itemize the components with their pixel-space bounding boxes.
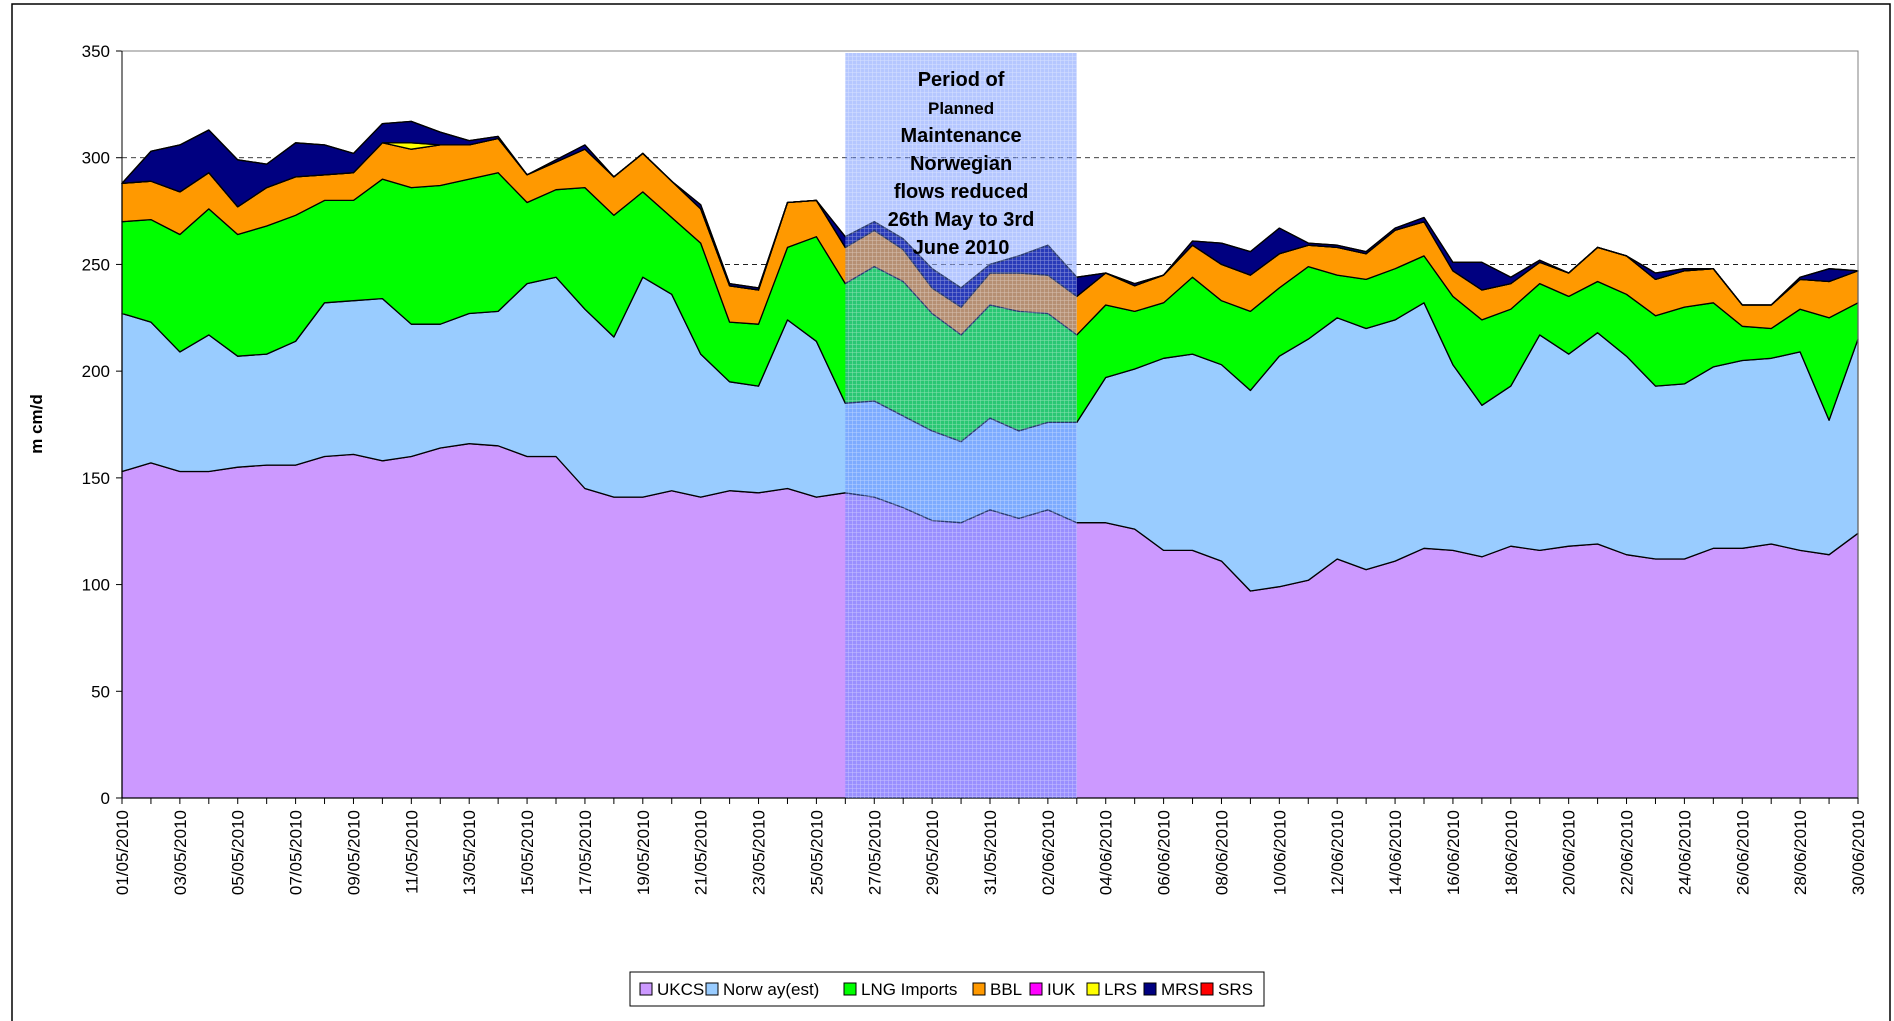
x-tick-label: 11/05/2010 xyxy=(402,810,421,894)
legend-label: Norw ay(est) xyxy=(723,980,819,999)
legend-label: UKCS xyxy=(657,980,704,999)
x-tick-label: 31/05/2010 xyxy=(981,810,1000,895)
x-tick-label: 02/06/2010 xyxy=(1039,810,1058,895)
x-tick-label: 13/05/2010 xyxy=(460,810,479,895)
x-tick-label: 08/06/2010 xyxy=(1212,810,1231,895)
y-tick-label: 100 xyxy=(82,576,110,595)
annotation-line: June 2010 xyxy=(913,237,1010,259)
x-tick-label: 28/06/2010 xyxy=(1791,810,1810,895)
legend-swatch xyxy=(705,982,719,996)
y-tick-label: 300 xyxy=(82,149,110,168)
annotation-line: Norwegian xyxy=(910,153,1012,175)
x-tick-label: 25/05/2010 xyxy=(807,810,826,895)
annotation-line: Planned xyxy=(928,99,994,118)
legend-swatch xyxy=(972,982,986,996)
legend-swatch xyxy=(843,982,857,996)
legend-label: BBL xyxy=(990,980,1022,999)
y-tick-label: 350 xyxy=(82,42,110,61)
legend-swatch xyxy=(1143,982,1157,996)
legend-label: IUK xyxy=(1047,980,1076,999)
x-tick-label: 06/06/2010 xyxy=(1155,810,1174,895)
y-tick-label: 150 xyxy=(82,469,110,488)
x-tick-label: 07/05/2010 xyxy=(287,810,306,895)
legend-label: LNG Imports xyxy=(861,980,957,999)
x-tick-label: 01/05/2010 xyxy=(113,810,132,895)
x-tick-label: 04/06/2010 xyxy=(1097,810,1116,895)
x-tick-label: 18/06/2010 xyxy=(1502,810,1521,895)
x-tick-label: 19/05/2010 xyxy=(634,810,653,895)
x-tick-label: 15/05/2010 xyxy=(518,810,537,895)
x-tick-label: 09/05/2010 xyxy=(344,810,363,895)
x-tick-label: 22/06/2010 xyxy=(1618,810,1637,895)
annotation-line: Period of xyxy=(918,69,1005,91)
x-tick-label: 17/05/2010 xyxy=(576,810,595,895)
legend: UKCS Norw ay(est) LNG Imports BBL IUK LRS MRS S… xyxy=(629,971,1265,1007)
annotation-line: Maintenance xyxy=(900,125,1021,147)
legend-swatch xyxy=(1200,982,1214,996)
legend-label: MRS xyxy=(1161,980,1199,999)
y-axis-label: m cm/d xyxy=(27,394,46,454)
annotation-line: 26th May to 3rd xyxy=(888,209,1035,231)
y-tick-label: 0 xyxy=(101,789,110,808)
x-tick-label: 10/06/2010 xyxy=(1270,810,1289,895)
x-tick-label: 03/05/2010 xyxy=(171,810,190,895)
x-tick-label: 30/06/2010 xyxy=(1849,810,1868,895)
x-tick-label: 29/05/2010 xyxy=(923,810,942,895)
y-tick-label: 250 xyxy=(82,255,110,274)
x-tick-label: 23/05/2010 xyxy=(750,810,769,895)
legend-label: SRS xyxy=(1218,980,1253,999)
x-tick-label: 16/06/2010 xyxy=(1444,810,1463,895)
x-tick-label: 20/06/2010 xyxy=(1560,810,1579,895)
annotation-line: flows reduced xyxy=(894,181,1028,203)
x-tick-label: 24/06/2010 xyxy=(1675,810,1694,895)
legend-swatch xyxy=(1086,982,1100,996)
y-tick-label: 200 xyxy=(82,362,110,381)
x-tick-label: 21/05/2010 xyxy=(692,810,711,895)
x-tick-label: 12/06/2010 xyxy=(1328,810,1347,895)
legend-box xyxy=(629,971,1265,1007)
legend-label: LRS xyxy=(1104,980,1137,999)
x-tick-label: 05/05/2010 xyxy=(229,810,248,895)
maintenance-shade xyxy=(845,53,1077,798)
y-tick-label: 50 xyxy=(91,682,110,701)
x-tick-label: 26/06/2010 xyxy=(1733,810,1752,895)
x-tick-label: 14/06/2010 xyxy=(1386,810,1405,895)
legend-swatch xyxy=(639,982,653,996)
legend-swatch xyxy=(1029,982,1043,996)
x-tick-label: 27/05/2010 xyxy=(865,810,884,895)
